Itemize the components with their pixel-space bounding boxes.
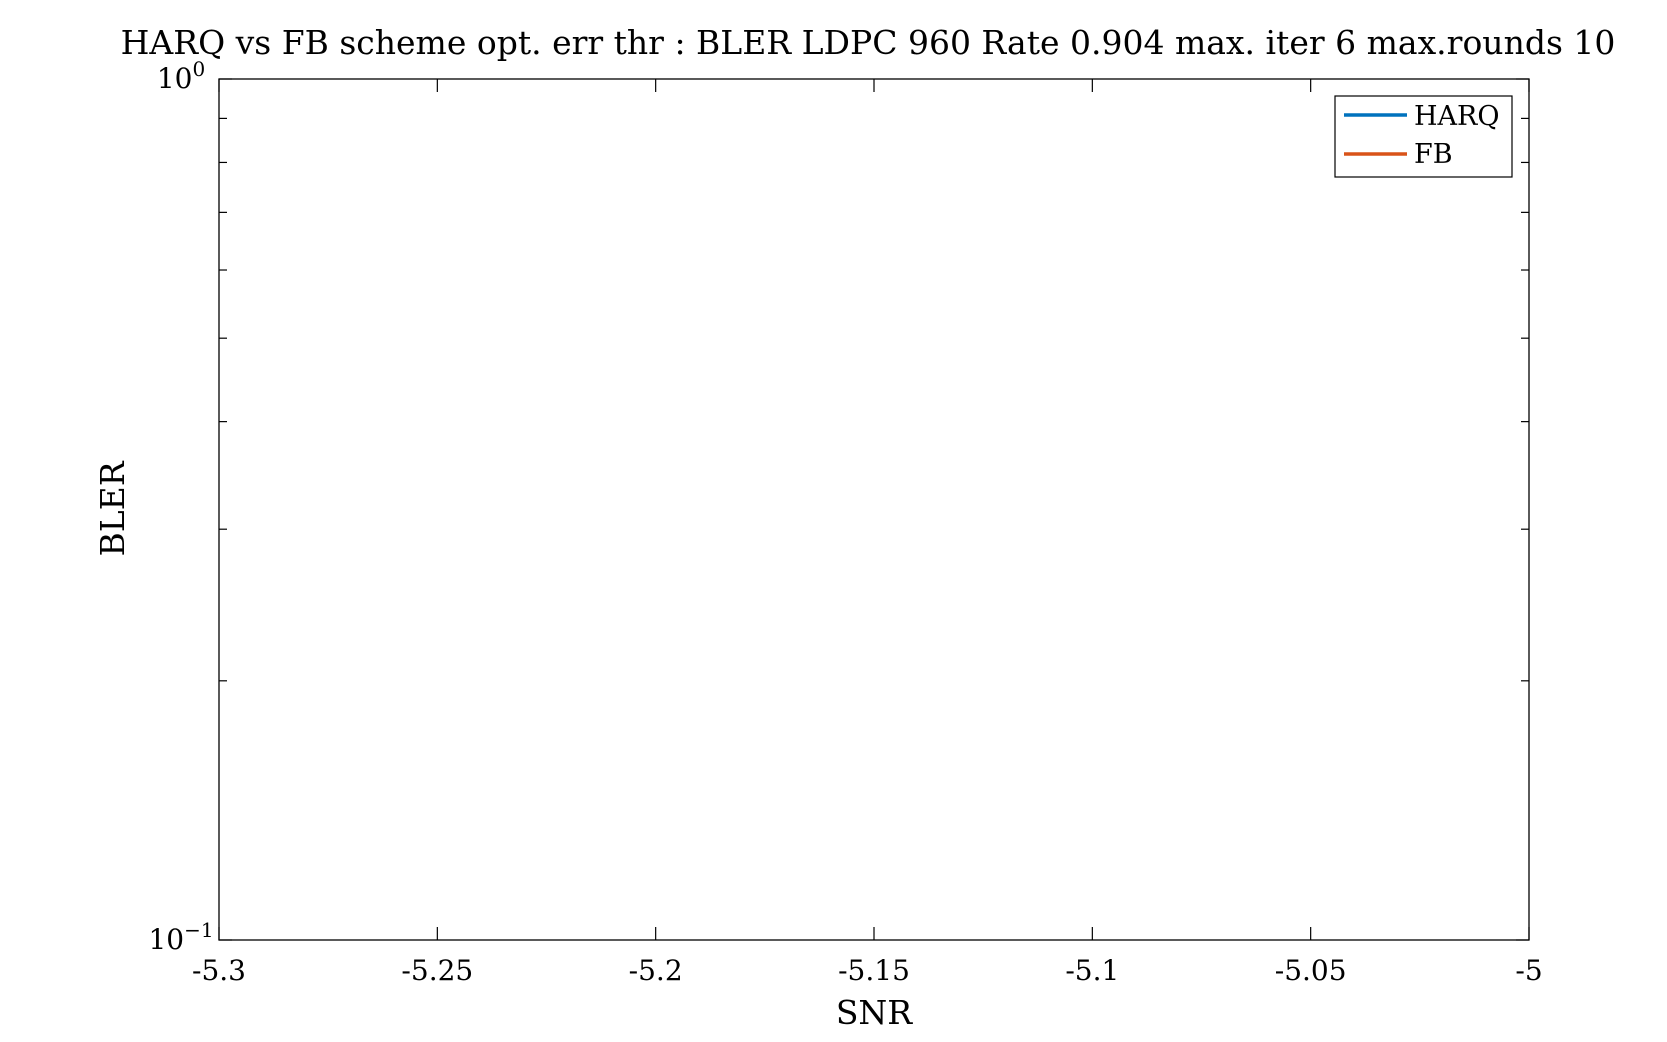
x-tick-labels: -5.3 -5.25 -5.2 -5.15 -5.1 -5.05 -5 [192, 954, 1543, 987]
x-tick-label: -5.1 [1065, 954, 1119, 987]
plot-area [218, 78, 1530, 941]
legend: HARQ FB [1334, 95, 1513, 178]
x-tick-label: -5.15 [838, 954, 910, 987]
y-tick-label: 100 [157, 57, 205, 95]
legend-box [1334, 95, 1513, 178]
chart-title: HARQ vs FB scheme opt. err thr : BLER LD… [121, 23, 1616, 62]
x-tick-label: -5 [1515, 954, 1542, 987]
x-axis-label: SNR [836, 993, 913, 1032]
y-tick-label: 10−1 [148, 918, 213, 956]
legend-label-harq: HARQ [1414, 101, 1500, 132]
tick-marks [218, 78, 1530, 941]
legend-label-fb: FB [1414, 139, 1453, 170]
x-tick-label: -5.2 [629, 954, 683, 987]
y-tick-label-base: 10 [148, 923, 184, 956]
y-tick-label-base: 10 [157, 62, 193, 95]
y-tick-label-exponent: −1 [184, 918, 213, 942]
x-tick-label: -5.3 [192, 954, 246, 987]
x-tick-label: -5.05 [1275, 954, 1347, 987]
y-axis-label: BLER [93, 460, 132, 556]
y-tick-label-exponent: 0 [192, 57, 205, 81]
x-tick-label: -5.25 [401, 954, 473, 987]
